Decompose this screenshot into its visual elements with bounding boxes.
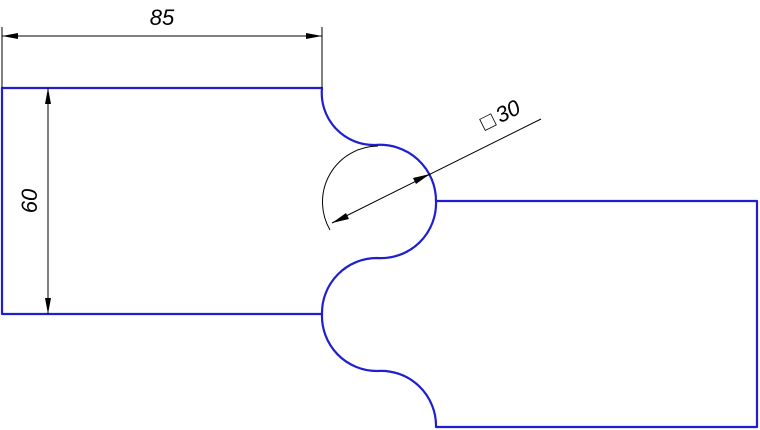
height-dimension: 60 <box>17 88 51 314</box>
width-arrow-left <box>2 33 18 39</box>
notch-arc-lower <box>320 199 438 316</box>
height-dimension-label: 60 <box>17 188 42 213</box>
diameter-dimension: □ 30 <box>322 94 542 231</box>
height-arrow-bottom <box>45 298 51 314</box>
width-dimension-label: 85 <box>150 5 175 30</box>
width-dimension: 85 <box>1 5 323 88</box>
diameter-arrow-right <box>413 174 430 184</box>
diameter-arrow-left <box>332 213 349 223</box>
height-arrow-top <box>45 88 51 104</box>
width-arrow-right <box>306 33 322 39</box>
diameter-dimension-line <box>331 118 542 224</box>
diameter-helper-arc <box>322 145 379 231</box>
part-outline <box>0 86 759 429</box>
diameter-value-label: 30 <box>491 94 525 128</box>
